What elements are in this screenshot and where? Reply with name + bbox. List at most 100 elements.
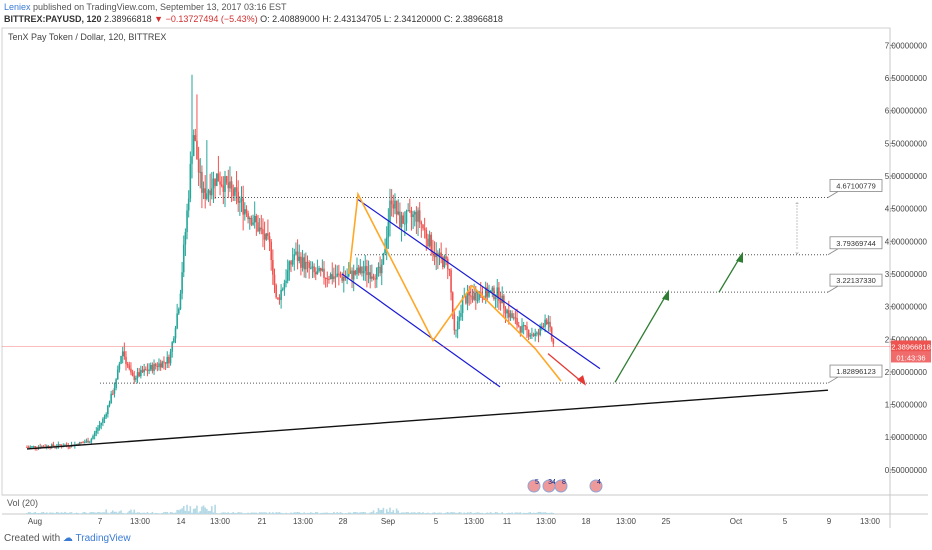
candle-body [181,272,183,294]
candle-body [26,446,28,448]
volume-bar [311,512,314,514]
volume-bar [321,512,324,514]
y-tick-label: 2.50000000 [885,335,928,344]
level-label-pointer [827,191,839,198]
volume-bar [316,512,319,514]
y-tick-label: 3.00000000 [885,303,928,312]
candle-body [156,366,159,368]
volume-bar [92,512,94,514]
candle-body [207,190,210,194]
volume-bar [64,511,66,514]
candle-body [262,229,264,235]
volume-bar [215,513,218,514]
volume-bar [545,512,548,514]
volume-bar [275,512,277,514]
candle-body [305,261,307,270]
volume-bar [169,511,172,514]
candle-body [98,425,101,428]
level-label-pointer [827,248,839,256]
volume-bar [131,512,134,514]
candle-body [552,339,555,344]
volume-bar [479,512,482,514]
candle-body [92,435,94,440]
volume-bar [412,512,414,514]
volume-bar [47,513,50,514]
candle-body [437,253,439,256]
y-tick-label: 1.00000000 [885,433,928,442]
volume-bar [463,512,466,514]
candle-body [512,317,515,319]
volume-bar [146,512,149,514]
candle-body [311,266,314,268]
candle-body [300,256,302,268]
candle-body [356,267,358,275]
volume-bar [324,512,327,514]
volume-bar [163,512,165,514]
candle-body [389,200,391,222]
volume-bar [359,512,362,514]
volume-bar [83,512,86,514]
candle-body [268,236,271,242]
volume-bar [164,511,167,514]
candle-body [242,198,244,215]
channel-lower-line [341,273,501,388]
tradingview-link[interactable]: TradingView [75,533,131,544]
level-label-text: 1.82896123 [836,367,876,376]
candle-body [316,271,319,275]
candle-body [475,292,477,301]
volume-bar [372,510,375,514]
volume-bar [270,513,272,514]
candle-body [318,268,320,272]
candle-body [433,253,436,258]
level-label-text: 3.79369744 [836,239,876,248]
candle-body [476,299,479,301]
volume-bar [473,512,475,514]
candle-body [400,215,403,228]
candle-body [529,335,532,337]
volume-bar [404,512,406,514]
volume-bar [442,513,444,514]
volume-bar [214,504,216,514]
volume-bar [526,512,528,514]
candle-body [545,319,548,325]
volume-bar [265,512,268,514]
volume-bar [123,513,126,514]
volume-bar [31,513,33,514]
author-link[interactable]: Leniex [4,2,31,12]
volume-bar [262,512,264,514]
event-badges: 5 34 8 4 [527,479,603,493]
y-tick-label: 1.50000000 [885,401,928,410]
candle-body [331,274,334,280]
candle-body [169,351,172,364]
volume-bar [295,512,297,514]
candle-body [423,228,426,230]
candle-body [113,388,116,394]
volume-bar [407,512,409,514]
volume-bar [206,508,208,514]
up-arrow-head [662,289,669,301]
created-with-text: Created with [4,533,61,544]
volume-pane [26,504,555,514]
candle-body [326,278,329,280]
volume-bar [541,512,543,514]
candle-body [385,237,388,250]
candle-body [146,369,149,371]
level-label-box [829,179,883,192]
volume-bar [456,513,459,514]
candle-body [473,292,475,300]
volume-bar [280,512,282,514]
volume-bar [60,512,63,514]
volume-bar [258,512,261,514]
candle-body [542,326,545,328]
candle-body [285,280,287,283]
candle-body [491,287,494,291]
candle-body [148,369,150,371]
candle-body [456,321,459,330]
volume-bar [95,512,98,514]
volume-bar [173,512,175,514]
candle-body [544,319,546,327]
candle-body [526,326,528,330]
volume-bar [377,507,380,514]
volume-bar [306,512,309,514]
